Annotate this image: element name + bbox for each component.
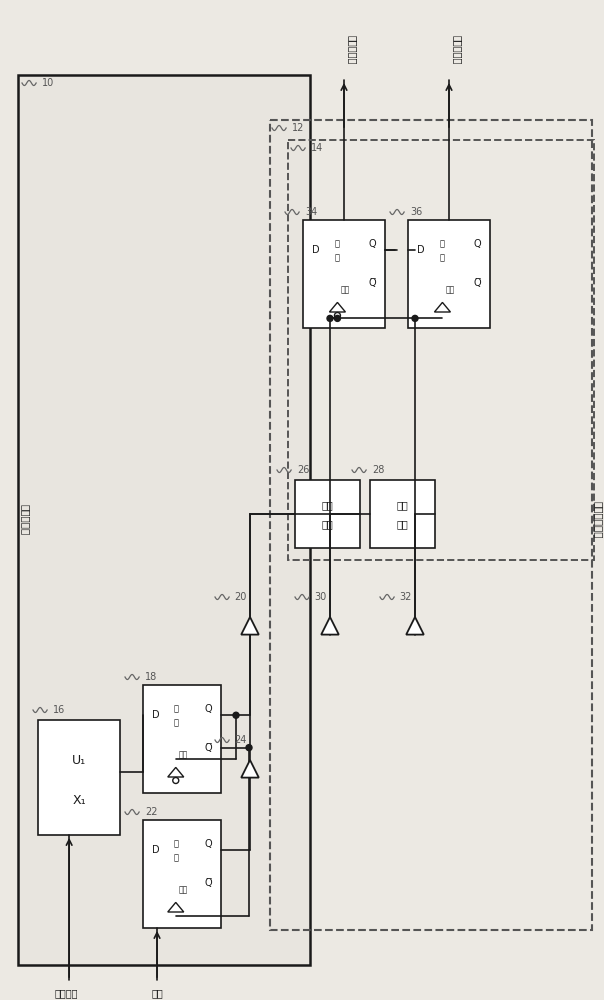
Text: 定: 定 [173, 853, 178, 862]
Text: D: D [152, 845, 159, 855]
Text: D: D [312, 245, 320, 255]
Text: 16: 16 [53, 705, 65, 715]
Polygon shape [241, 760, 259, 778]
Text: X₁: X₁ [72, 794, 86, 807]
Text: 30: 30 [314, 592, 326, 602]
Text: 32: 32 [399, 592, 411, 602]
Text: Q: Q [204, 704, 212, 714]
Text: 设: 设 [173, 839, 178, 848]
Text: 参考时钟: 参考时钟 [54, 988, 78, 998]
Bar [288, 140, 594, 560]
Text: 24: 24 [234, 735, 246, 745]
Text: 设: 设 [335, 239, 340, 248]
Text: 36: 36 [410, 207, 422, 217]
Text: 12: 12 [292, 123, 304, 133]
Bar [270, 120, 592, 930]
Text: 清除: 清除 [341, 286, 350, 295]
Text: 28: 28 [372, 465, 384, 475]
Bar [143, 685, 221, 793]
Polygon shape [168, 767, 184, 777]
Text: 定: 定 [335, 253, 340, 262]
Polygon shape [434, 302, 451, 312]
Text: D: D [152, 710, 159, 720]
Polygon shape [321, 617, 339, 635]
Text: 22: 22 [145, 807, 158, 817]
Polygon shape [406, 617, 424, 635]
Polygon shape [168, 902, 184, 912]
Text: 18: 18 [145, 672, 157, 682]
Polygon shape [241, 617, 259, 635]
Text: Q: Q [474, 239, 481, 249]
Text: 互连: 互连 [321, 519, 333, 529]
Text: Q̅: Q̅ [368, 278, 376, 288]
Circle shape [327, 315, 333, 321]
Circle shape [335, 315, 341, 321]
Text: 从属集成电路: 从属集成电路 [593, 501, 603, 539]
Circle shape [173, 778, 179, 784]
Bar [143, 820, 221, 928]
Polygon shape [329, 302, 345, 312]
Text: 接收的数据: 接收的数据 [347, 35, 357, 65]
Text: 接收的数据: 接收的数据 [452, 35, 462, 65]
Text: 清除: 清除 [179, 886, 188, 895]
Text: Q̅: Q̅ [474, 278, 481, 288]
Text: U₁: U₁ [72, 754, 86, 767]
Text: 26: 26 [297, 465, 309, 475]
Text: Q: Q [204, 839, 212, 849]
Text: D: D [417, 245, 425, 255]
Text: 设: 设 [173, 704, 178, 713]
Text: 清除: 清除 [179, 751, 188, 760]
Text: 时钟: 时钟 [321, 500, 333, 510]
Text: 10: 10 [42, 78, 54, 88]
Circle shape [246, 745, 252, 751]
Text: 定: 定 [440, 253, 445, 262]
Text: Q̅: Q̅ [204, 743, 212, 753]
Text: 互连: 互连 [397, 519, 408, 529]
Text: 34: 34 [305, 207, 317, 217]
Text: Q̅: Q̅ [204, 878, 212, 888]
Text: Q: Q [368, 239, 376, 249]
Bar [295, 480, 360, 548]
Bar [18, 75, 310, 965]
Bar [370, 480, 435, 548]
Bar [38, 720, 120, 835]
Circle shape [233, 712, 239, 718]
Text: 数据: 数据 [397, 500, 408, 510]
Text: 主集成电路: 主集成电路 [20, 504, 30, 536]
Text: 20: 20 [234, 592, 246, 602]
Bar [408, 220, 490, 328]
Circle shape [412, 315, 418, 321]
Text: 数据: 数据 [151, 988, 163, 998]
Text: 14: 14 [311, 143, 323, 153]
Circle shape [335, 312, 341, 318]
Bar [303, 220, 385, 328]
Text: 定: 定 [173, 718, 178, 727]
Text: 清除: 清除 [446, 286, 455, 295]
Text: 设: 设 [440, 239, 445, 248]
